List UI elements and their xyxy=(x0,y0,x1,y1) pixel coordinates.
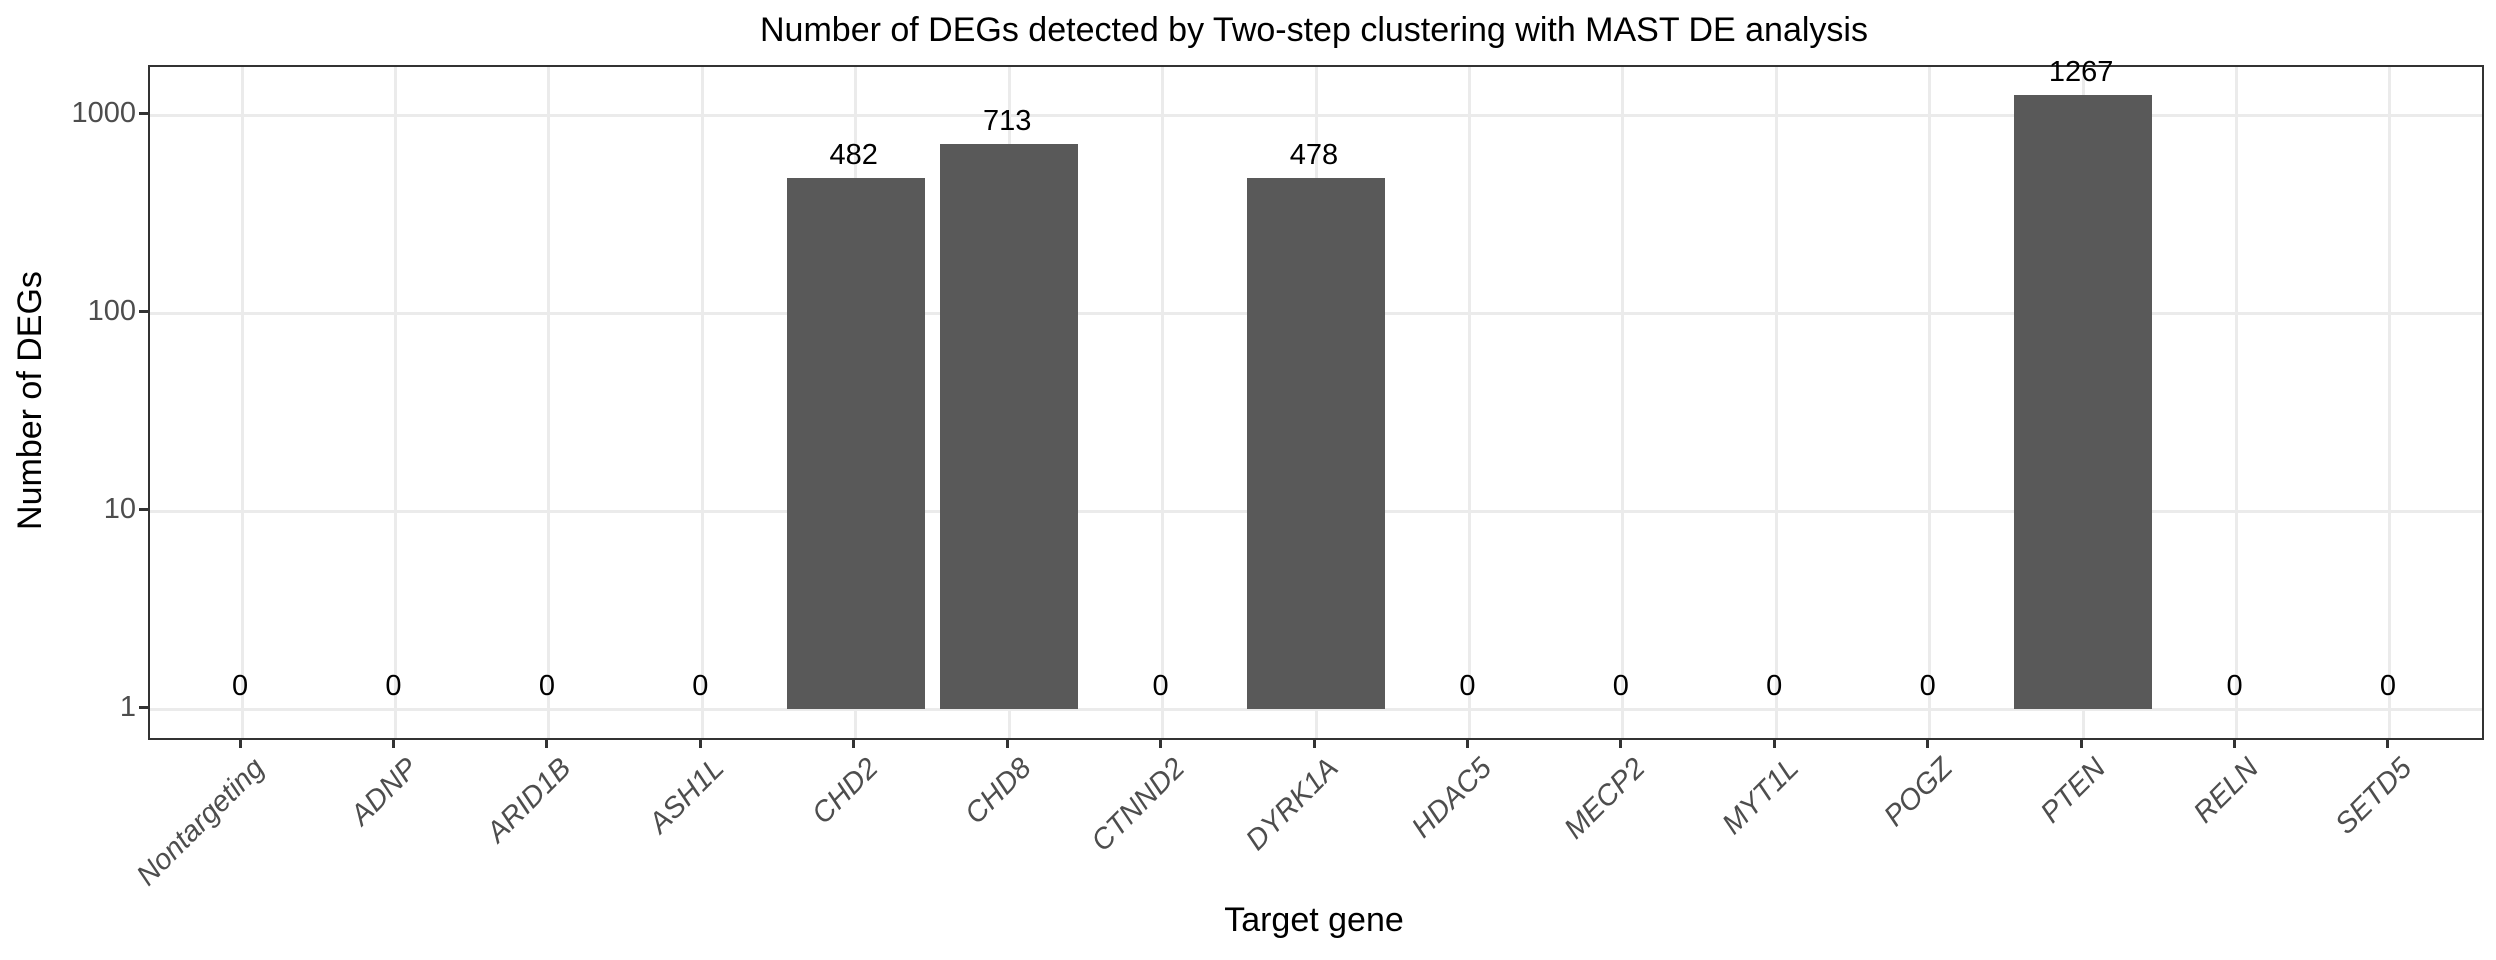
x-gridline xyxy=(393,67,397,738)
x-axis-title: Target gene xyxy=(1224,901,1404,939)
x-tick-label-text: RELN xyxy=(2187,752,2266,830)
y-tick-label: 1000 xyxy=(71,97,136,129)
bar-value-label: 0 xyxy=(1612,670,1629,702)
x-tick-mark xyxy=(2386,738,2390,748)
bar-value-label: 0 xyxy=(2226,670,2243,702)
y-tick-mark xyxy=(139,705,148,709)
x-tick-mark xyxy=(852,738,856,748)
x-gridline xyxy=(547,67,551,738)
x-tick-label-text: ASH1L xyxy=(643,752,731,840)
x-gridline xyxy=(1928,67,1932,738)
x-tick-mark xyxy=(1772,738,1776,748)
x-tick-mark xyxy=(1926,738,1930,748)
x-tick-label-text: SETD5 xyxy=(2329,752,2419,841)
x-tick-label-text: MECP2 xyxy=(1558,752,1652,846)
bar-value-label: 482 xyxy=(829,138,878,171)
bar-value-label: 1267 xyxy=(2048,55,2114,88)
x-tick-mark xyxy=(1619,738,1623,748)
x-tick-label-text: HDAC5 xyxy=(1405,752,1499,845)
chart-title: Number of DEGs detected by Two-step clus… xyxy=(760,11,1868,49)
plot-panel xyxy=(148,65,2484,740)
bar-value-label: 0 xyxy=(231,670,249,702)
x-gridline xyxy=(1621,67,1625,738)
x-tick-label-text: ADNP xyxy=(344,752,425,832)
y-tick-mark xyxy=(139,507,148,511)
x-tick-label-text: CTNND2 xyxy=(1085,752,1192,858)
x-tick-mark xyxy=(1312,738,1316,748)
bar-value-label: 0 xyxy=(1459,670,1476,702)
x-gridline xyxy=(1161,67,1165,738)
bar-value-label: 478 xyxy=(1289,139,1339,172)
y-axis-title: Number of DEGs xyxy=(11,271,49,530)
x-tick-label-text: PTEN xyxy=(2034,752,2112,830)
x-gridline xyxy=(700,67,704,738)
x-tick-mark xyxy=(391,738,395,748)
bar xyxy=(2014,94,2153,709)
bar-value-label: 0 xyxy=(385,670,402,702)
x-tick-mark xyxy=(545,738,549,748)
x-gridline xyxy=(1467,67,1471,738)
x-gridline xyxy=(2235,67,2239,738)
y-tick-mark xyxy=(139,111,148,115)
x-gridline xyxy=(1774,67,1778,738)
bar-value-label: 0 xyxy=(2379,670,2396,702)
bar-value-label: 0 xyxy=(1152,670,1169,702)
y-tick-label: 10 xyxy=(103,493,136,525)
x-tick-mark xyxy=(1465,738,1469,748)
x-tick-label-text: Nontargeting xyxy=(130,752,271,893)
x-tick-label-text: DYRK1A xyxy=(1239,752,1345,857)
bar xyxy=(786,177,925,709)
y-tick-mark xyxy=(139,309,148,313)
bar-value-label: 0 xyxy=(1766,670,1783,702)
x-gridline xyxy=(240,67,244,738)
x-tick-mark xyxy=(1005,738,1009,748)
bar xyxy=(1247,178,1385,709)
x-tick-label-text: CHD8 xyxy=(959,752,1038,831)
bar-value-label: 713 xyxy=(982,105,1032,138)
y-tick-label: 1 xyxy=(119,691,136,723)
bar-value-label: 0 xyxy=(538,670,555,702)
x-tick-label-text: POGZ xyxy=(1877,752,1959,833)
y-tick-label: 100 xyxy=(87,295,136,327)
x-tick-mark xyxy=(238,738,242,748)
x-gridline xyxy=(2388,67,2392,738)
x-tick-label-text: CHD2 xyxy=(805,752,885,831)
x-tick-label-text: ARID1B xyxy=(480,752,578,849)
x-tick-label-text: MYT1L xyxy=(1716,752,1805,841)
x-tick-mark xyxy=(2079,738,2083,748)
bar-value-label: 0 xyxy=(1919,670,1936,702)
bar xyxy=(940,144,1079,709)
x-tick-mark xyxy=(698,738,702,748)
bar-value-label: 0 xyxy=(692,670,709,702)
x-tick-mark xyxy=(1159,738,1163,748)
x-tick-mark xyxy=(2233,738,2237,748)
